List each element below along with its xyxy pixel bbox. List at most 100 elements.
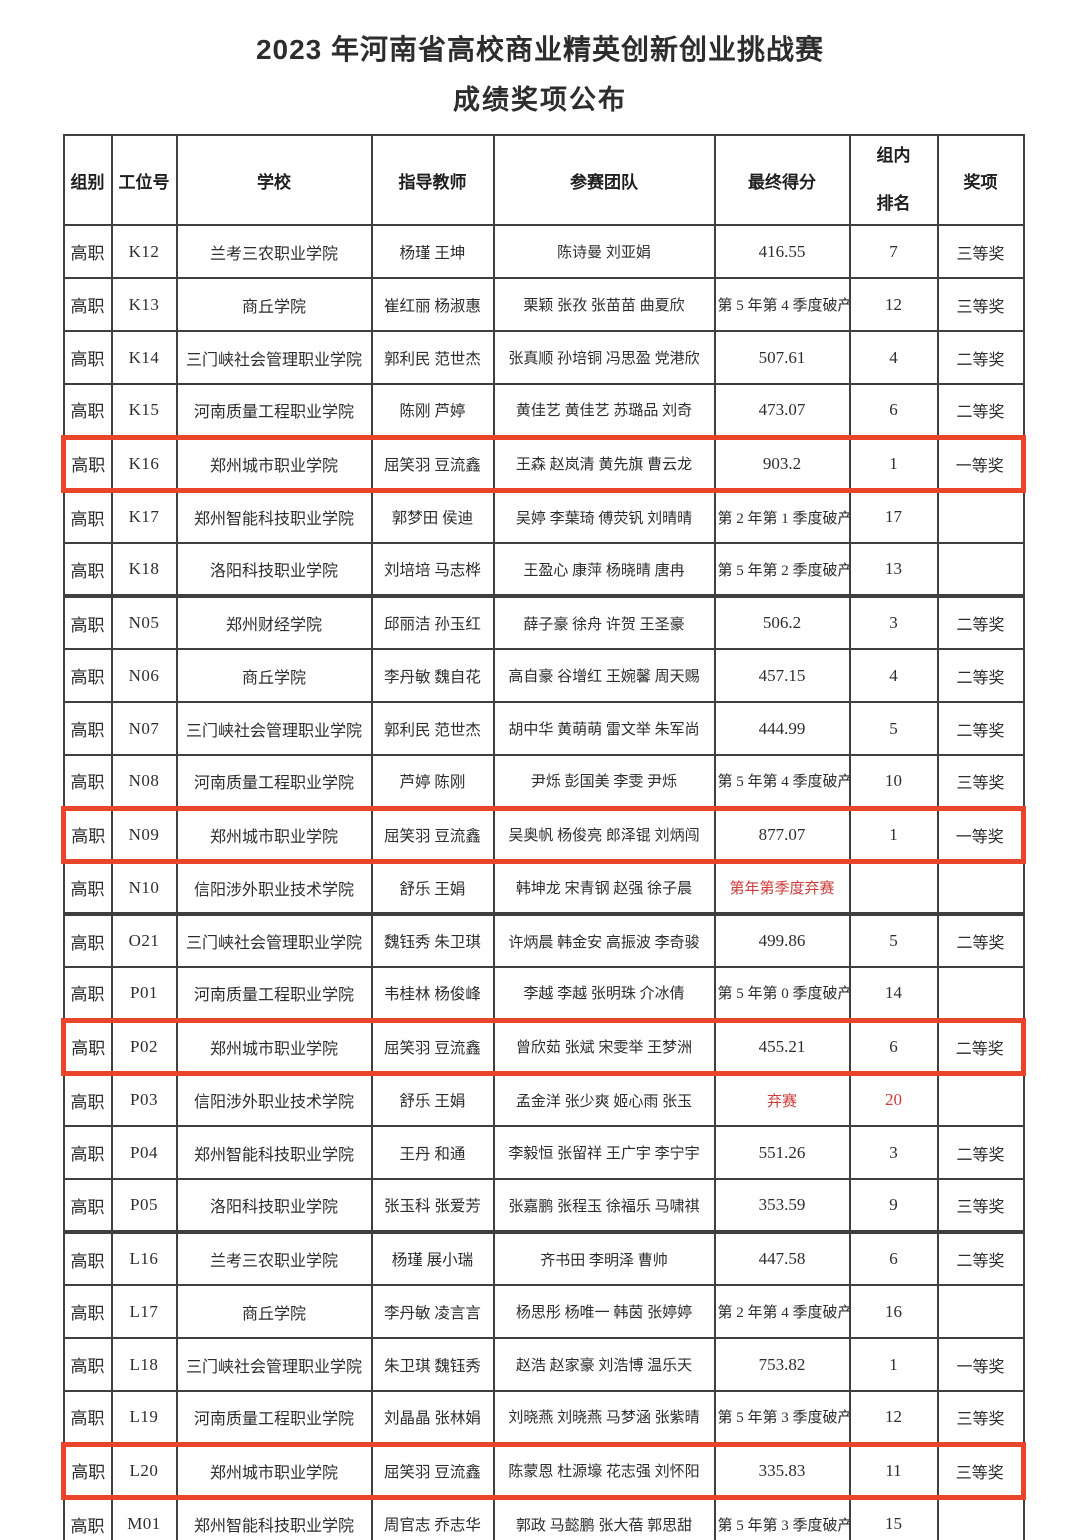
cell-rank: 5 (848, 701, 939, 756)
results-table: 组别 工位号 学校 指导教师 参赛团队 最终得分 组内 排名 奖项 高职 K12… (61, 134, 1026, 1540)
cell-group: 高职 (62, 489, 113, 544)
cell-station: K17 (110, 489, 178, 544)
cell-advisors: 舒乐 王娟 (370, 1072, 495, 1127)
cell-school: 三门峡社会管理职业学院 (175, 912, 373, 968)
cell-group: 高职 (62, 754, 113, 809)
cell-team: 孟金洋 张少爽 姬心雨 张玉 (492, 1072, 716, 1127)
cell-award: 三等奖 (936, 1390, 1025, 1445)
cell-award: 三等奖 (936, 224, 1025, 279)
cell-station: N10 (110, 860, 178, 915)
cell-team: 赵浩 赵家豪 刘浩博 温乐天 (492, 1337, 716, 1392)
cell-score: 457.15 (713, 648, 851, 703)
table-row: 高职 L19 河南质量工程职业学院 刘晶晶 张林娟 刘晓燕 刘晓燕 马梦涵 张紫… (62, 1390, 1025, 1445)
cell-group: 高职 (62, 383, 113, 438)
table-row: 高职 L20 郑州城市职业学院 屈笑羽 豆流鑫 陈蒙恩 杜源壕 花志强 刘怀阳 … (61, 1441, 1026, 1500)
cell-school: 商丘学院 (175, 648, 373, 703)
cell-advisors: 舒乐 王娟 (370, 860, 495, 915)
cell-station: P05 (110, 1178, 178, 1233)
cell-group: 高职 (61, 805, 113, 864)
cell-advisors: 李丹敏 凌言言 (370, 1284, 495, 1339)
cell-station: P01 (110, 966, 178, 1021)
cell-award: 二等奖 (936, 1125, 1025, 1180)
cell-station: N09 (110, 805, 178, 864)
cell-rank: 12 (848, 277, 939, 332)
cell-group: 高职 (62, 277, 113, 332)
col-header-rank-line1: 组内 (876, 146, 911, 165)
cell-award: 二等奖 (936, 1017, 1026, 1076)
cell-station: K15 (110, 383, 178, 438)
cell-school: 信阳涉外职业技术学院 (175, 860, 373, 915)
cell-school: 河南质量工程职业学院 (175, 1390, 373, 1445)
cell-score: 第 5 年第 0 季度破产 (713, 966, 851, 1021)
cell-station: N08 (110, 754, 178, 809)
cell-rank: 4 (848, 330, 939, 385)
cell-school: 郑州智能科技职业学院 (175, 489, 373, 544)
cell-score: 第 5 年第 2 季度破产 (713, 542, 851, 597)
table-row: 高职 N05 郑州财经学院 邱丽洁 孙玉红 薛子豪 徐舟 许贺 王圣豪 506.… (62, 594, 1025, 650)
cell-school: 洛阳科技职业学院 (175, 542, 373, 597)
cell-rank: 15 (848, 1496, 939, 1540)
cell-school: 三门峡社会管理职业学院 (175, 330, 373, 385)
cell-advisors: 杨瑾 王坤 (370, 224, 495, 279)
cell-team: 吴奥帆 杨俊亮 郎泽锟 刘炳闯 (492, 805, 716, 864)
cell-station: P02 (110, 1017, 178, 1076)
table-row: 高职 P04 郑州智能科技职业学院 王丹 和通 李毅恒 张留祥 王广宇 李宁宇 … (62, 1125, 1025, 1180)
cell-rank: 10 (848, 754, 939, 809)
cell-group: 高职 (62, 224, 113, 279)
cell-advisors: 杨瑾 展小瑞 (370, 1230, 495, 1286)
cell-score: 第 5 年第 4 季度破产 (713, 277, 851, 332)
cell-team: 尹烁 彭国美 李雯 尹烁 (492, 754, 716, 809)
table-row: 高职 P03 信阳涉外职业技术学院 舒乐 王娟 孟金洋 张少爽 姬心雨 张玉 弃… (62, 1072, 1025, 1127)
cell-group: 高职 (62, 1337, 113, 1392)
cell-rank: 20 (848, 1072, 939, 1127)
cell-team: 杨思彤 杨唯一 韩茵 张婷婷 (492, 1284, 716, 1339)
col-header-team: 参赛团队 (492, 134, 716, 226)
cell-award: 二等奖 (936, 1230, 1025, 1286)
cell-rank: 6 (848, 383, 939, 438)
cell-team: 韩坤龙 宋青钢 赵强 徐子晨 (492, 860, 716, 915)
cell-rank: 3 (848, 1125, 939, 1180)
cell-advisors: 屈笑羽 豆流鑫 (370, 434, 495, 493)
cell-score: 416.55 (713, 224, 851, 279)
cell-rank: 9 (848, 1178, 939, 1233)
cell-station: O21 (110, 912, 178, 968)
table-row: 高职 L16 兰考三农职业学院 杨瑾 展小瑞 齐书田 李明泽 曹帅 447.58… (62, 1230, 1025, 1286)
cell-station: N05 (110, 594, 178, 650)
cell-school: 郑州城市职业学院 (175, 1017, 373, 1076)
cell-group: 高职 (62, 966, 113, 1021)
cell-award: 二等奖 (936, 648, 1025, 703)
cell-score: 753.82 (713, 1337, 851, 1392)
cell-station: L19 (110, 1390, 178, 1445)
cell-advisors: 郭利民 范世杰 (370, 330, 495, 385)
table-row: 高职 N09 郑州城市职业学院 屈笑羽 豆流鑫 吴奥帆 杨俊亮 郎泽锟 刘炳闯 … (61, 805, 1026, 864)
cell-advisors: 周官志 乔志华 (370, 1496, 495, 1540)
cell-rank: 17 (848, 489, 939, 544)
table-row: 高职 K12 兰考三农职业学院 杨瑾 王坤 陈诗曼 刘亚娟 416.55 7 三… (62, 224, 1025, 279)
table-row: 高职 N07 三门峡社会管理职业学院 郭利民 范世杰 胡中华 黄萌萌 雷文举 朱… (62, 701, 1025, 756)
cell-advisors: 邱丽洁 孙玉红 (370, 594, 495, 650)
cell-award: 一等奖 (936, 805, 1026, 864)
cell-team: 许炳晨 韩金安 高振波 李奇骏 (492, 912, 716, 968)
col-header-group: 组别 (62, 134, 113, 226)
cell-award: 二等奖 (936, 383, 1025, 438)
table-row: 高职 N06 商丘学院 李丹敏 魏自花 高自豪 谷增红 王婉馨 周天赐 457.… (62, 648, 1025, 703)
col-header-school: 学校 (175, 134, 373, 226)
cell-group: 高职 (62, 648, 113, 703)
cell-award (936, 542, 1025, 597)
table-row: 高职 K18 洛阳科技职业学院 刘培培 马志桦 王盈心 康萍 杨晓晴 唐冉 第 … (62, 542, 1025, 597)
cell-group: 高职 (62, 1284, 113, 1339)
cell-award: 一等奖 (936, 434, 1026, 493)
cell-award: 三等奖 (936, 754, 1025, 809)
cell-score: 353.59 (713, 1178, 851, 1233)
cell-team: 胡中华 黄萌萌 雷文举 朱军尚 (492, 701, 716, 756)
cell-advisors: 王丹 和通 (370, 1125, 495, 1180)
col-header-score: 最终得分 (713, 134, 851, 226)
table-row: 高职 P02 郑州城市职业学院 屈笑羽 豆流鑫 曾欣茹 张斌 宋雯举 王梦洲 4… (61, 1017, 1026, 1076)
cell-advisors: 陈刚 芦婷 (370, 383, 495, 438)
cell-award: 三等奖 (936, 1441, 1026, 1500)
cell-school: 兰考三农职业学院 (175, 1230, 373, 1286)
cell-rank: 16 (848, 1284, 939, 1339)
cell-team: 张真顺 孙培铜 冯思盈 党港欣 (492, 330, 716, 385)
cell-rank (848, 860, 939, 915)
cell-award (936, 1496, 1025, 1540)
